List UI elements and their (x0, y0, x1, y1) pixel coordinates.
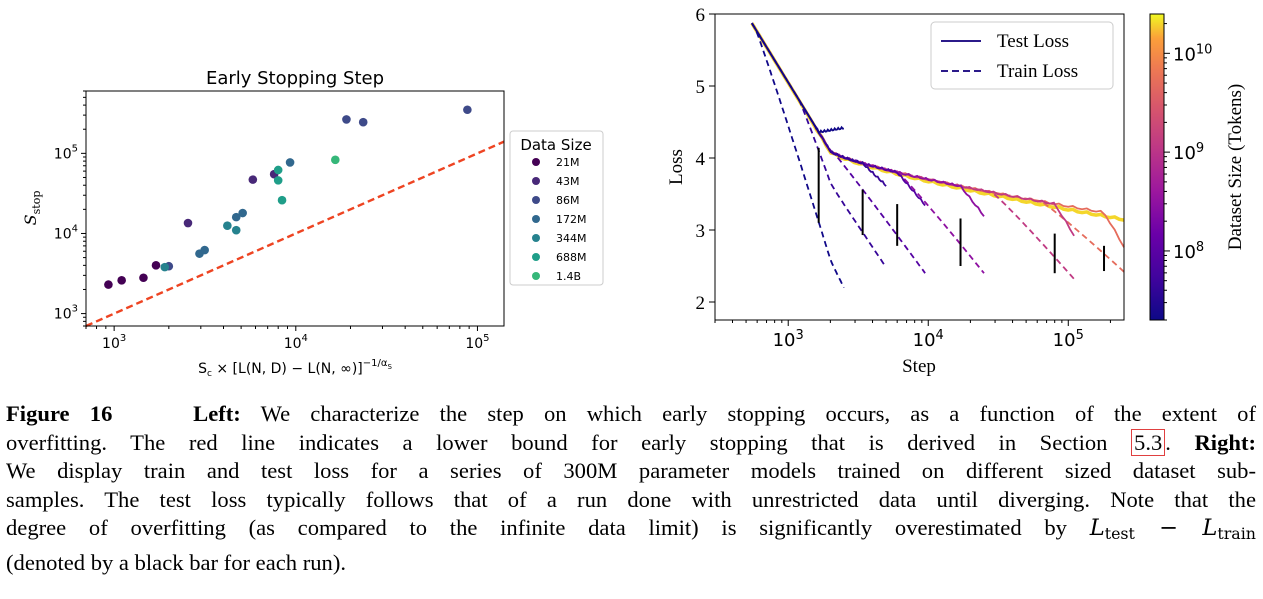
train-loss-curve-43000000 (751, 22, 887, 268)
x-tick-label: 105 (465, 333, 489, 352)
left-plot-frame (85, 90, 505, 327)
scatter-point-1.4B-0 (331, 155, 340, 165)
legend-label-344M: 344M (556, 232, 587, 245)
math-expression: Ltest − Ltrain (1089, 515, 1256, 544)
figure-label: Figure 16 (6, 401, 113, 426)
math-minus: − (1134, 515, 1203, 542)
caption-text-1: We characterize the step on which early … (260, 401, 1256, 426)
y-tick-label: 104 (54, 223, 78, 242)
caption-line-2: overfitting. The red line indicates a lo… (6, 428, 1256, 458)
y-tick-label: 3 (696, 221, 706, 242)
legend-marker-172M (532, 215, 540, 223)
legend-title: Data Size (520, 136, 591, 154)
scatter-point-172M-1 (200, 245, 209, 255)
legend-marker-688M (532, 253, 540, 261)
colorbar-tick-label: 108 (1173, 240, 1204, 263)
colorbar-label: Dataset Size (Tokens) (1225, 84, 1246, 250)
data-size-legend: Data Size 21M 43M 86M 172M 344M 688M 1.4B (509, 130, 604, 286)
right-plot-frame (714, 13, 1125, 321)
legend-marker-43M (532, 177, 540, 185)
right-label: Right: (1194, 429, 1256, 455)
left-x-label: Sc × [L(N, D) − L(N, ∞)]−1/αS (198, 358, 392, 379)
scatter-point-86M-2 (358, 117, 368, 127)
caption-period: . (1165, 429, 1171, 455)
section-ref-link[interactable]: 5.3 (1131, 428, 1166, 456)
scatter-point-688M-2 (277, 195, 287, 205)
legend-test-label: Test Loss (997, 31, 1069, 52)
y-tick-label: 5 (696, 77, 706, 98)
caption-line-4: samples. The test loss typically follows… (6, 486, 1256, 515)
caption-line-1: Figure 16 Left: We characterize the step… (6, 400, 1256, 429)
legend-label-1.4B: 1.4B (556, 270, 581, 283)
scatter-point-43M-0 (183, 218, 193, 228)
legend-label-172M: 172M (556, 213, 587, 226)
scatter-point-172M-2 (231, 212, 241, 222)
scatter-point-688M-1 (273, 165, 283, 175)
caption-text-3: We display train and test loss for a ser… (6, 458, 1256, 484)
math-sub-train: train (1217, 524, 1256, 544)
colorbar: 108 109 1010 Dataset Size (Tokens) (1149, 13, 1246, 321)
scatter-point-21M-3 (151, 261, 161, 270)
math-sub-test: test (1104, 524, 1135, 544)
caption-line-6: (denoted by a black bar for each run). (6, 549, 1256, 578)
right-y-label: Loss (666, 149, 687, 185)
test-loss-curve-21000000 (751, 22, 845, 134)
y-tick-label: 4 (696, 149, 706, 170)
x-tick-label: 105 (1053, 328, 1084, 351)
train-loss-curve-86000000 (751, 22, 926, 274)
y-tick-label: 103 (54, 304, 78, 323)
y-tick-label: 2 (696, 293, 706, 314)
caption-text-6: (denoted by a black bar for each run). (6, 549, 346, 575)
scatter-point-43M-1 (248, 175, 258, 184)
legend-label-688M: 688M (556, 251, 587, 264)
legend-marker-344M (532, 234, 540, 242)
left-chart-title: Early Stopping Step (206, 68, 384, 89)
legend-train-label: Train Loss (997, 61, 1078, 82)
right-x-label: Step (902, 356, 936, 377)
colorbar-tick-label: 109 (1173, 141, 1204, 164)
left-y-label: Sstop (21, 191, 43, 226)
early-stopping-chart: Early Stopping Step 103 104 105 103 104 105 S… (21, 68, 604, 379)
caption-text-4: samples. The test loss typically follows… (6, 486, 1256, 512)
scatter-point-21M-2 (139, 273, 148, 283)
caption-line-3: We display train and test loss for a ser… (6, 457, 1256, 486)
scatter-point-344M-0 (160, 262, 170, 272)
loss-curves-chart: 103 104 105 2 3 4 5 6 Loss Step Test Loss Train… (666, 5, 1246, 377)
caption-text-2: overfitting. The red line indicates a lo… (6, 429, 1108, 455)
scatter-point-21M-1 (117, 276, 126, 285)
x-tick-label: 103 (773, 328, 804, 351)
scatter-point-172M-4 (285, 158, 295, 167)
x-tick-label: 103 (102, 333, 126, 352)
figure-caption: Figure 16 Left: We characterize the step… (6, 400, 1256, 578)
loss-legend: Test Loss Train Loss (930, 21, 1114, 90)
math-l-test: L (1089, 515, 1105, 542)
scatter-point-344M-1 (223, 221, 232, 231)
x-tick-label: 104 (284, 333, 308, 352)
colorbar-gradient (1149, 13, 1165, 321)
y-tick-label: 6 (696, 5, 706, 26)
train-loss-curve-21000000 (751, 22, 845, 288)
legend-label-86M: 86M (556, 194, 580, 207)
caption-line-5: degree of overfitting (as compared to th… (6, 514, 1256, 549)
legend-marker-86M (532, 196, 540, 204)
left-label: Left: (193, 401, 241, 426)
y-tick-label: 105 (54, 143, 78, 162)
legend-marker-1.4B (532, 272, 540, 280)
legend-marker-21M (532, 158, 540, 166)
test-loss-curve-86000000 (751, 22, 926, 207)
math-l-train: L (1202, 515, 1218, 542)
scatter-point-344M-2 (231, 225, 241, 235)
figure-16: Early Stopping Step 103 104 105 103 104 105 S… (21, 5, 1246, 379)
legend-label-43M: 43M (556, 175, 580, 188)
caption-text-5: degree of overfitting (as compared to th… (6, 515, 1067, 541)
colorbar-tick-label: 1010 (1173, 42, 1212, 65)
scatter-point-172M-3 (238, 208, 247, 218)
lower-bound-line (85, 140, 505, 328)
legend-label-21M: 21M (556, 156, 580, 169)
x-tick-label: 104 (913, 328, 944, 351)
scatter-point-86M-1 (342, 115, 351, 124)
scatter-point-688M-0 (273, 176, 283, 185)
scatter-point-21M-0 (104, 280, 113, 289)
scatter-point-86M-3 (463, 105, 472, 115)
